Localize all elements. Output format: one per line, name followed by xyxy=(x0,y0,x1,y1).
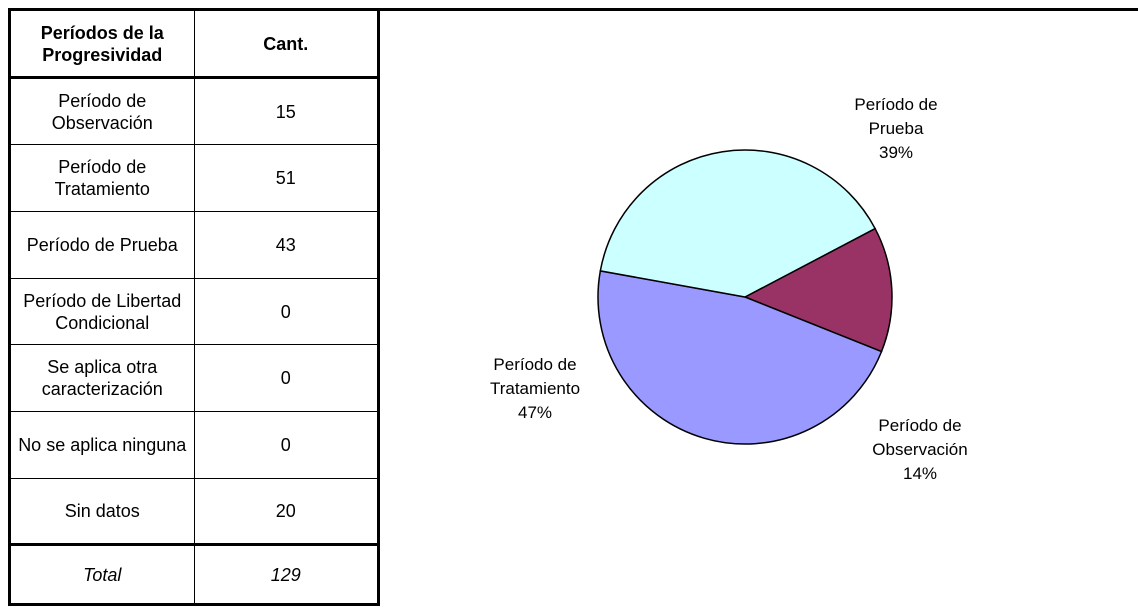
progresividad-table: Períodos de la Progresividad Cant. Perío… xyxy=(8,8,380,606)
row-period-otra: Se aplica otra caracterización xyxy=(9,344,195,412)
table-row: Período de Libertad Condicional 0 xyxy=(9,278,379,345)
row-cant-prueba: 43 xyxy=(193,211,379,279)
row-cant-tratamiento: 51 xyxy=(193,144,379,212)
table-row: Período de Tratamiento 51 xyxy=(9,144,379,212)
row-period-tratamiento: Período de Tratamiento xyxy=(9,144,195,212)
pie-chart-area: Período de Observación 14% Período de Tratam… xyxy=(383,11,1138,608)
table-row: Período de Prueba 43 xyxy=(9,211,379,279)
row-period-libertad: Período de Libertad Condicional xyxy=(9,278,195,345)
progresividad-table-container: Períodos de la Progresividad Cant. Perío… xyxy=(8,8,380,606)
row-period-observacion: Período de Observación xyxy=(9,77,195,145)
table-row: No se aplica ninguna 0 xyxy=(9,411,379,479)
row-period-prueba: Período de Prueba xyxy=(9,211,195,279)
pie-slice-3 xyxy=(599,149,877,298)
total-value: 129 xyxy=(193,543,379,605)
frame-top-line xyxy=(8,8,1138,11)
pie-label-3: Período de Prueba 39% xyxy=(854,95,937,162)
table-row: Sin datos 20 xyxy=(9,478,379,545)
total-label: Total xyxy=(9,543,195,605)
pie-label-2: Período de Tratamiento 47% xyxy=(490,355,580,422)
table-total-row: Total 129 xyxy=(9,543,379,605)
header-cant: Cant. xyxy=(193,9,379,79)
table-row: Se aplica otra caracterización 0 xyxy=(9,344,379,412)
row-period-sindatos: Sin datos xyxy=(9,478,195,545)
row-cant-libertad: 0 xyxy=(193,278,379,345)
row-cant-observacion: 15 xyxy=(193,77,379,145)
pie-label-1: Período de Observación 14% xyxy=(872,416,967,483)
header-period: Períodos de la Progresividad xyxy=(9,9,195,79)
table-header-row: Períodos de la Progresividad Cant. xyxy=(9,9,379,79)
row-cant-ninguna: 0 xyxy=(193,411,379,479)
pie-slice-1 xyxy=(743,227,893,353)
pie-slice-2 xyxy=(597,269,883,445)
row-cant-otra: 0 xyxy=(193,344,379,412)
row-cant-sindatos: 20 xyxy=(193,478,379,545)
table-row: Período de Observación 15 xyxy=(9,77,379,145)
row-period-ninguna: No se aplica ninguna xyxy=(9,411,195,479)
pie-chart: Período de Observación 14% Período de Tratam… xyxy=(490,95,968,483)
